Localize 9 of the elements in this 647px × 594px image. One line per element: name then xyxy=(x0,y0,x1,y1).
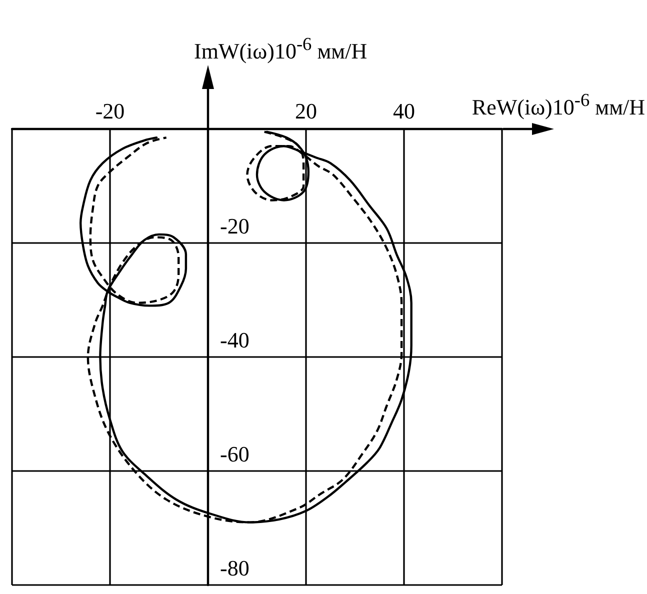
x-tick-label: 20 xyxy=(295,98,317,124)
x-tick-label: 40 xyxy=(393,98,415,124)
y-tick-label: -60 xyxy=(220,442,250,466)
y-tick-label: -80 xyxy=(220,556,250,580)
x-axis-title: ReW(iω)10$^{-6}$ мм/Н xyxy=(472,89,645,120)
y-axis-title: ImW(iω)10$^{-6}$ мм/Н xyxy=(194,33,368,64)
y-tick-label: -20 xyxy=(220,214,250,238)
x-tick-label: -20 xyxy=(95,98,125,124)
y-tick-label: -40 xyxy=(220,328,250,352)
